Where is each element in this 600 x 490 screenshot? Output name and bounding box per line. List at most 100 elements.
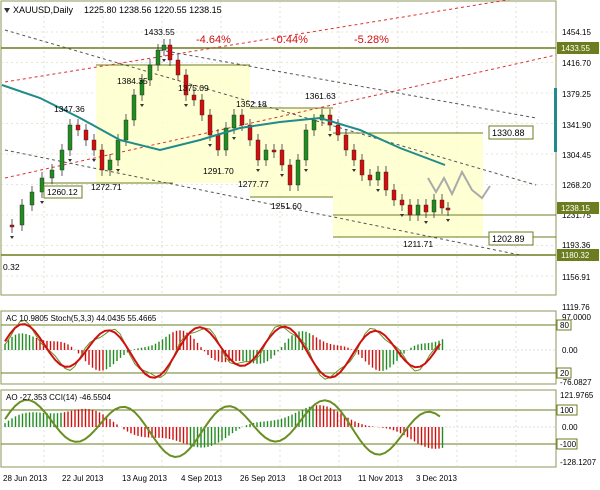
fractal-marker [232, 137, 236, 140]
candle-body [399, 199, 405, 206]
time-tick: 28 Jun 2013 [3, 474, 48, 483]
symbol-label: XAUUSD,Daily [13, 5, 74, 15]
cci-pane[interactable] [0, 389, 557, 468]
candle-body [175, 59, 181, 76]
price-box-1330 [488, 125, 534, 140]
time-tick: 22 Jul 2013 [62, 474, 104, 483]
candle-body [9, 224, 15, 228]
price-tick: 1454.15 [562, 28, 591, 37]
candle-body [19, 204, 25, 226]
candle-body [107, 159, 113, 171]
ao-histogram [4, 405, 444, 449]
pct-label-2: -0.44% [273, 34, 308, 46]
swing-labels: 1433.55 1384.35 1375.09 1347.36 1352.18 … [54, 27, 433, 249]
swing-label: 1433.55 [144, 27, 175, 37]
price-tick: 1341.90 [562, 121, 591, 130]
fractal-marker [162, 59, 166, 62]
candle-body [263, 149, 269, 161]
candle-body [183, 74, 189, 96]
swing-label: 1277.77 [238, 179, 269, 189]
fractal-marker [140, 104, 144, 107]
cci-axis-label: -128.1207 [560, 458, 597, 467]
fractal-marker [10, 236, 14, 239]
price-tick: 1304.45 [562, 151, 591, 160]
candle-body [155, 49, 161, 66]
price-tag-current [557, 202, 599, 214]
fractal-marker [446, 219, 450, 222]
down-channel-top [4, 29, 537, 186]
candle-body [407, 204, 413, 216]
price-box-1330-text: 1330.88 [492, 128, 525, 138]
moving-average-line [1, 84, 446, 166]
candle-body [59, 149, 65, 171]
fractal-marker [400, 214, 404, 217]
swing-label: 1211.71 [403, 239, 433, 249]
fractal-marker [304, 169, 308, 172]
candle-body [83, 129, 89, 141]
fractal-marker [328, 134, 332, 137]
candle-body [303, 129, 309, 161]
candle-body [147, 64, 153, 81]
stoch-axis-label: 20 [560, 369, 569, 378]
stoch-pane[interactable] [0, 310, 557, 385]
candle-body [271, 149, 277, 153]
time-tick: 18 Oct 2013 [298, 474, 342, 483]
fractal-marker [256, 169, 260, 172]
fractal-marker [376, 189, 380, 192]
candle-body [439, 199, 445, 209]
left-price-box: 1260.12 [43, 185, 83, 199]
candle-body [29, 191, 35, 206]
candle-body [239, 114, 245, 126]
candle-body [431, 199, 437, 213]
price-tick: 1379.25 [562, 90, 591, 99]
fractal-marker [280, 174, 284, 177]
candle-body [39, 177, 45, 193]
stoch-axis-label: 80 [560, 321, 569, 330]
cci-line [4, 398, 441, 459]
pct-label-1: -4.64% [196, 34, 231, 46]
fractal-marker [352, 169, 356, 172]
swing-label: 1375.09 [178, 83, 209, 93]
time-tick: 26 Sep 2013 [240, 474, 286, 483]
price-tick: 1416.70 [562, 59, 591, 68]
price-tag-1180 [557, 249, 599, 261]
stoch-80-tag [556, 319, 572, 331]
price-box-1260 [43, 185, 83, 199]
price-tick: 1193.36 [562, 241, 591, 250]
swing-label: 1347.36 [54, 104, 85, 114]
dropdown-triangle-icon[interactable] [4, 8, 10, 13]
level-lines [1, 47, 556, 256]
candle-body [191, 94, 197, 101]
scroll-indicator[interactable] [554, 88, 557, 152]
right-price-box-1202: 1202.89 [488, 231, 534, 246]
price-tick: 1268.20 [562, 181, 591, 190]
time-tick: 4 Sep 2013 [181, 474, 222, 483]
candle-body [335, 124, 341, 136]
price-tag-1433 [557, 42, 599, 54]
price-box-1202 [488, 231, 534, 246]
swing-label: 1384.35 [117, 76, 148, 86]
candle-body [49, 169, 55, 179]
fractal-marker [116, 169, 120, 172]
fractal-marker [40, 201, 44, 204]
forecast-zigzag [427, 169, 491, 200]
candle-body [139, 79, 145, 96]
candle-body [223, 127, 229, 151]
stoch-title: AC 10.9805 Stoch(5,3,3) 44.0435 55.4665 [6, 314, 157, 323]
candle-body [255, 139, 261, 161]
ohlc-label: 1225.80 1238.56 1220.55 1238.15 [84, 5, 222, 15]
time-tick: 11 Nov 2013 [358, 474, 403, 483]
stoch-axis-label: -76.0827 [560, 378, 592, 387]
time-tick: 3 Dec 2013 [416, 474, 457, 483]
price-tick: 1156.91 [562, 273, 591, 282]
candle-body [231, 114, 237, 129]
price-tick: 1119.76 [562, 303, 590, 312]
price-axis[interactable]: 1454.15 1416.70 1379.25 1341.90 1304.45 … [554, 28, 599, 312]
stoch-main-line [4, 323, 441, 379]
time-axis[interactable]: 28 Jun 2013 22 Jul 2013 13 Aug 2013 4 Se… [3, 474, 457, 483]
cci-indicator: AO -27.353 CCI(14) -46.5504 121.9765 100… [1, 391, 597, 467]
candle-body [423, 204, 429, 213]
cci-title: AO -27.353 CCI(14) -46.5504 [6, 393, 111, 402]
stoch-20-tag [556, 367, 572, 379]
